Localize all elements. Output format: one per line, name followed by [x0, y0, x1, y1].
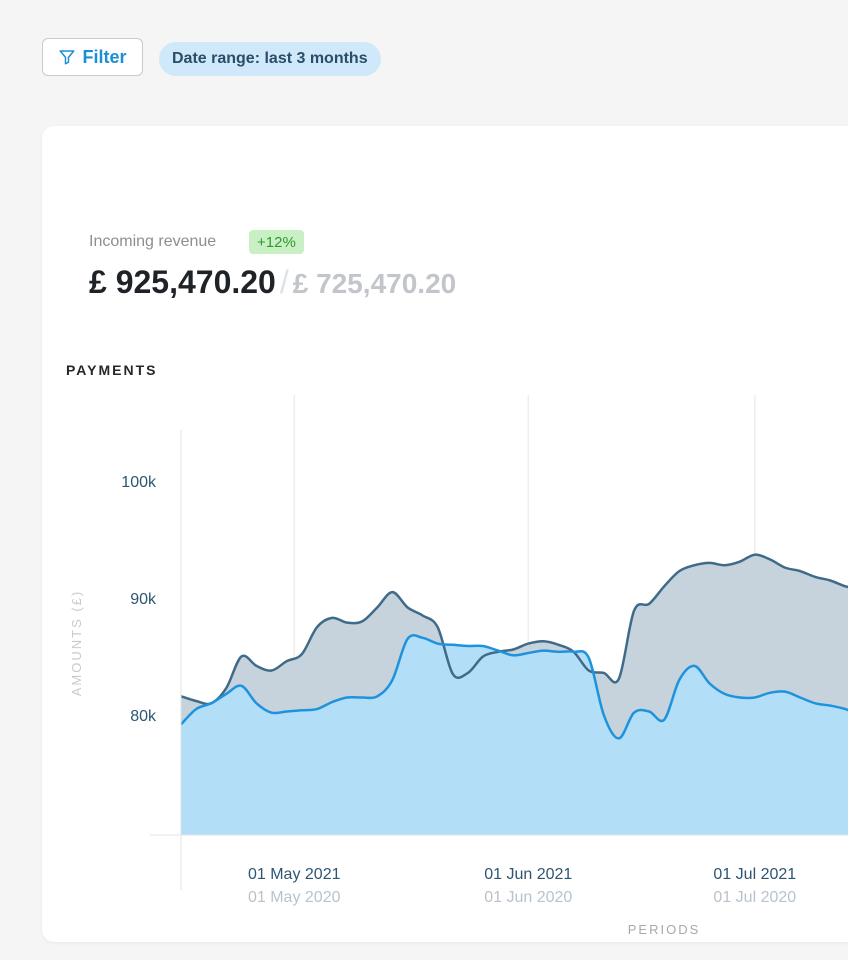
revenue-previous: £ 725,470.20: [292, 268, 457, 299]
y-axis-title: AMOUNTS (£): [69, 590, 84, 697]
x-axis-title: PERIODS: [628, 922, 701, 937]
filter-button[interactable]: Filter: [42, 38, 143, 76]
x-tick-sublabel-0: 01 May 2020: [248, 889, 341, 906]
filter-icon: [59, 50, 75, 65]
y-tick-label-0: 80k: [130, 708, 157, 725]
x-tick-sublabel-1: 01 Jun 2020: [484, 889, 572, 906]
revenue-current: £ 925,470.20: [89, 264, 276, 300]
previous-period-line: [180, 553, 848, 706]
revenue-separator: /: [279, 264, 289, 300]
revenue-change-badge: +12%: [249, 230, 304, 254]
revenue-label: Incoming revenue: [89, 233, 217, 250]
y-tick-label-1: 90k: [130, 591, 157, 608]
chart-title: PAYMENTS: [66, 362, 158, 378]
y-tick-label-2: 100k: [121, 474, 157, 491]
x-tick-sublabel-2: 01 Jul 2020: [713, 889, 796, 906]
x-tick-label-0: 01 May 2021: [248, 866, 341, 883]
current-period-line: [180, 634, 848, 740]
filter-label: Filter: [82, 46, 127, 67]
x-tick-label-2: 01 Jul 2021: [713, 866, 796, 883]
x-tick-label-1: 01 Jun 2021: [484, 866, 572, 883]
current-period-area: [181, 635, 848, 835]
revenue-values: £ 925,470.20/£ 725,470.20: [89, 264, 456, 301]
date-range-chip[interactable]: Date range: last 3 months: [159, 42, 381, 76]
